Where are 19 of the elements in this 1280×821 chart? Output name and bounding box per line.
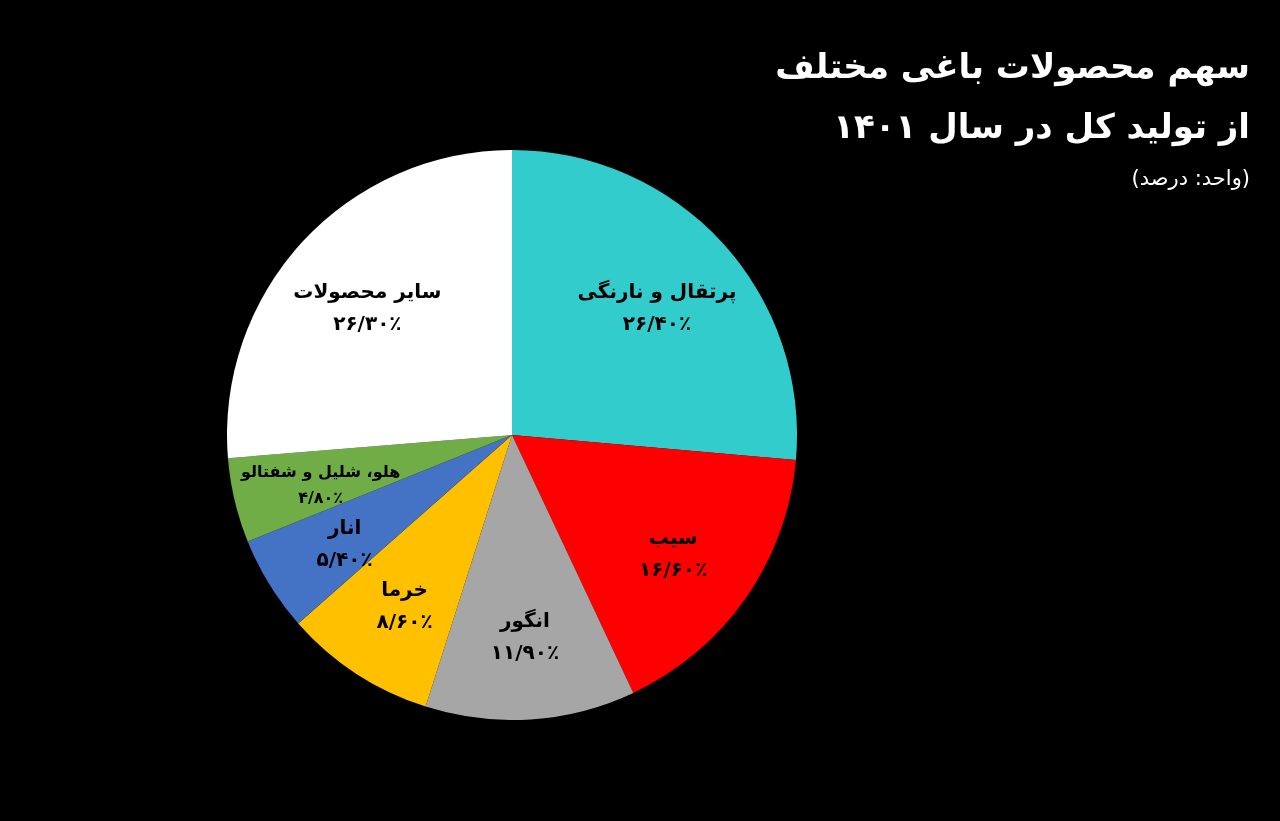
slice-label: انار [326, 515, 362, 540]
data-label: ۱۱/۹۰٪ [490, 640, 560, 665]
slice-label: پرتقال و نارنگی [577, 279, 737, 305]
data-label: ۲۶/۳۰٪ [333, 310, 402, 335]
data-label: ۴/۸۰٪ [298, 487, 344, 507]
slice-label: هلو، شلیل و شفتالو [239, 462, 401, 482]
slice-label: سیب [648, 524, 698, 549]
pie-slice [227, 435, 512, 542]
slice-label: سایر محصولات [293, 278, 442, 303]
data-label: ۲۶/۴۰٪ [622, 311, 692, 336]
text: (واحد: درصد) [1131, 166, 1250, 190]
data-label: ۱۶/۶۰٪ [639, 556, 708, 581]
text: سهم محصولات باغی مختلف از تولید کل در سال ۱۴۰۱ [775, 45, 1250, 149]
pie-slice [512, 150, 797, 461]
slice-label: خرما [381, 576, 428, 601]
slice-label: انگور [498, 608, 550, 633]
data-label: ۵/۴۰٪ [316, 547, 373, 572]
data-label: ۸/۶۰٪ [376, 608, 433, 633]
pie-slice [227, 150, 512, 459]
